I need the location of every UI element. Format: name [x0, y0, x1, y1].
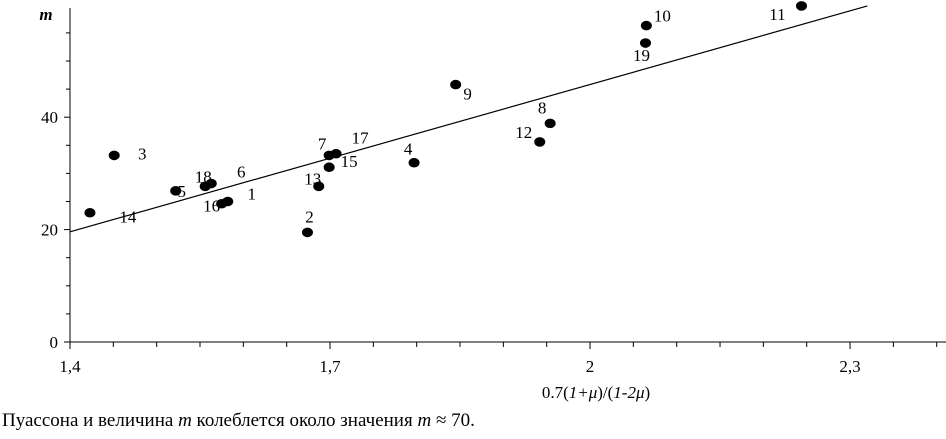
point-label-19: 19	[633, 46, 650, 65]
data-point-17	[330, 148, 342, 159]
point-label-5: 5	[177, 182, 186, 201]
trend-line	[69, 5, 868, 233]
data-point-16	[216, 198, 228, 209]
point-label-14: 14	[119, 208, 137, 227]
data-point-12	[534, 137, 546, 147]
point-label-10: 10	[654, 7, 671, 26]
data-point-9	[450, 79, 462, 90]
data-point-13	[313, 181, 325, 192]
data-point-19	[639, 38, 651, 48]
data-point-14	[84, 207, 96, 218]
point-label-17: 17	[352, 129, 370, 148]
point-label-18: 18	[195, 167, 212, 186]
caption-var-m-2: m	[417, 410, 432, 431]
point-label-11: 11	[769, 5, 785, 24]
x-tick-label: 2,3	[839, 357, 860, 376]
caption-text-1: Пуассона и величина	[2, 410, 179, 431]
caption-text-2: колеблется около значения	[191, 410, 418, 431]
caption-var-m: m	[178, 410, 192, 431]
x-axis-title-part: 0.7(	[542, 383, 569, 402]
x-axis-title: 0.7(1+μ)/(1-2μ)	[542, 383, 650, 402]
point-label-7: 7	[318, 134, 327, 153]
x-axis-title-part: )/(	[597, 383, 613, 402]
x-axis-title-part: 1-2μ	[613, 383, 644, 402]
point-label-16: 16	[203, 197, 220, 216]
data-point-15	[323, 162, 335, 173]
caption: Пуассона и величина m колеблется около з…	[2, 410, 475, 432]
point-label-8: 8	[538, 98, 547, 117]
x-axis-title-part: 1+μ	[569, 383, 598, 402]
data-point-2	[301, 227, 313, 238]
point-label-6: 6	[237, 163, 246, 182]
data-point-10	[640, 20, 652, 31]
data-points	[84, 1, 807, 238]
point-label-13: 13	[304, 169, 321, 188]
point-label-9: 9	[463, 85, 472, 104]
data-point-5	[170, 186, 182, 196]
y-tick-label: 40	[41, 108, 58, 127]
x-axis-title-part: )	[645, 383, 651, 402]
y-tick-label: 0	[50, 333, 59, 352]
point-label-1: 1	[247, 185, 256, 204]
point-label-2: 2	[305, 207, 314, 226]
data-point-3	[108, 150, 120, 161]
point-label-15: 15	[341, 152, 358, 171]
x-tick-label: 1,7	[319, 357, 341, 376]
caption-text-3: ≈ 70.	[431, 410, 475, 431]
point-label-3: 3	[138, 144, 147, 163]
point-label-12: 12	[515, 123, 532, 142]
x-tick-label: 1,4	[59, 357, 81, 376]
data-point-4	[408, 157, 420, 168]
x-tick-label: 2	[586, 357, 595, 376]
data-point-18	[199, 181, 211, 192]
point-label-4: 4	[404, 140, 413, 159]
y-tick-label: 20	[41, 221, 58, 240]
y-axis-title: m	[39, 5, 52, 24]
data-point-8	[544, 118, 556, 129]
data-point-11	[795, 1, 807, 11]
trend-line-group	[69, 5, 868, 233]
axes: 0 20 40 1,4 1,7 2 2,3 m 0.7(1+μ)/(1-2μ)	[39, 5, 946, 402]
